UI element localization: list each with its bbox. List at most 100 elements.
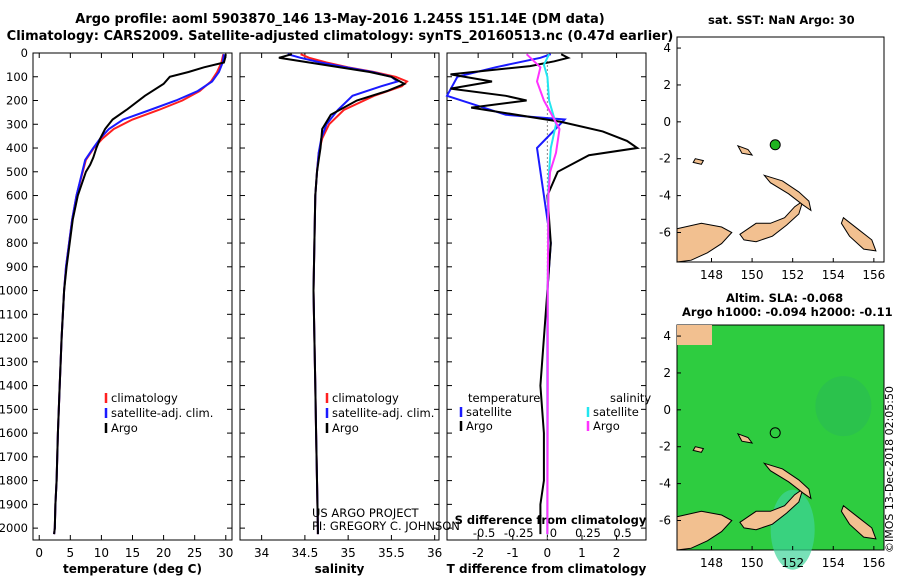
- altim-title-line-2: Argo h1000: -0.094 h2000: -0.11: [682, 305, 893, 319]
- difference-axis-label: T difference from climatology: [447, 562, 647, 576]
- depth-tick-label: 1200: [0, 331, 28, 345]
- depth-tick-label: 600: [6, 189, 28, 203]
- diff-legend-t-sat: satellite: [466, 405, 512, 419]
- depth-tick-label: 1300: [0, 355, 28, 369]
- title-line-2: Climatology: CARS2009. Satellite-adjuste…: [6, 29, 674, 44]
- sst-map-xtick-label: 154: [822, 268, 845, 282]
- sst-map-ytick-label: -4: [659, 189, 671, 203]
- salinity-series-argo: [278, 53, 407, 535]
- salinity-legend-item: satellite-adj. clim.: [332, 406, 434, 420]
- sla-map-ytick-label: 4: [663, 329, 671, 343]
- sst-map-ytick-label: 2: [663, 78, 671, 92]
- salinity-xtick-label: 35: [341, 546, 356, 560]
- salinity-legend-title: salinity: [610, 391, 651, 405]
- sla-map-corner-land: [677, 325, 712, 345]
- temperature-axis-label: temperature (deg C): [63, 562, 202, 576]
- sla-map-xtick-label: 150: [741, 556, 764, 570]
- sst-map-ytick-label: -6: [659, 225, 671, 239]
- salinity-diff-tick-label: -0.25: [504, 526, 534, 540]
- depth-tick-label: 1000: [0, 284, 28, 298]
- diff-legend-s-argo: Argo: [593, 419, 620, 433]
- pi-label: PI: GREGORY C. JOHNSON: [312, 519, 460, 533]
- sst-land: [736, 144, 754, 156]
- sst-map-xtick-label: 148: [700, 268, 723, 282]
- argo-location-marker: [769, 139, 781, 151]
- sla-map-xtick-label: 148: [700, 556, 723, 570]
- sla-land: [739, 487, 804, 531]
- salinity-legend-item: climatology: [332, 391, 399, 405]
- sla-land: [676, 510, 733, 551]
- temperature-legend-item: climatology: [111, 391, 178, 405]
- depth-tick-label: 1700: [0, 450, 28, 464]
- depth-tick-label: 900: [6, 260, 28, 274]
- depth-tick-label: 1100: [0, 307, 28, 321]
- salinity-axes-frame: [239, 52, 440, 541]
- temperature-xtick-label: 0: [35, 546, 43, 560]
- depth-tick-label: 400: [6, 141, 28, 155]
- sst-land: [739, 199, 804, 243]
- diff-legend-s-sat: satellite: [593, 405, 639, 419]
- salinity-legend-item: Argo: [332, 421, 359, 435]
- depth-tick-label: 500: [6, 165, 28, 179]
- depth-tick-label: 1600: [0, 426, 28, 440]
- salinity-xtick-label: 34.5: [292, 546, 319, 560]
- sla-land: [762, 462, 812, 500]
- diff-legend-t-argo: Argo: [466, 419, 493, 433]
- sst-map-ytick-label: -2: [659, 152, 671, 166]
- salinity-diff-tick-label: 0.5: [613, 526, 631, 540]
- difference-xtick-label: 2: [613, 546, 621, 560]
- sla-map-ytick-label: 0: [663, 403, 671, 417]
- difference-xtick-label: -2: [472, 546, 484, 560]
- depth-tick-label: 300: [6, 117, 28, 131]
- sla-anomaly-blob: [815, 376, 872, 437]
- salinity-diff-tick-label: 0.25: [575, 526, 601, 540]
- sla-map-ytick-label: -6: [659, 513, 671, 527]
- salinity-diff-axis-label: S difference from climatology: [455, 513, 647, 527]
- argo-location-marker: [769, 427, 781, 439]
- salinity-xtick-label: 36: [427, 546, 442, 560]
- depth-tick-label: 1400: [0, 379, 28, 393]
- sla-map-xtick-label: 154: [822, 556, 845, 570]
- temperature-xtick-label: 25: [187, 546, 202, 560]
- temperature-legend-title: temperature: [468, 391, 540, 405]
- difference-series-t-argo: [450, 53, 640, 535]
- temperature-legend-item: Argo: [111, 421, 138, 435]
- sst-land: [692, 158, 705, 165]
- altim-title-line-1: Altim. SLA: -0.068: [726, 291, 844, 305]
- sla-map-xtick-label: 156: [862, 556, 885, 570]
- sla-map-xtick-label: 152: [781, 556, 804, 570]
- depth-tick-label: 200: [6, 94, 28, 108]
- depth-tick-label: 700: [6, 212, 28, 226]
- temperature-xtick-label: 10: [94, 546, 109, 560]
- temperature-series-argo: [53, 54, 227, 535]
- salinity-diff-tick-label: 0: [550, 526, 557, 540]
- difference-xtick-label: -1: [507, 546, 519, 560]
- sst-land: [762, 174, 812, 212]
- depth-tick-label: 100: [6, 70, 28, 84]
- depth-tick-label: 0: [21, 46, 28, 60]
- salinity-xtick-label: 35.5: [378, 546, 405, 560]
- difference-xtick-label: 1: [578, 546, 586, 560]
- temperature-xtick-label: 20: [156, 546, 171, 560]
- sst-map-title: sat. SST: NaN Argo: 30: [708, 13, 855, 27]
- title-line-1: Argo profile: aoml 5903870_146 13-May-20…: [75, 12, 605, 27]
- temperature-xtick-label: 15: [125, 546, 140, 560]
- depth-tick-label: 1800: [0, 474, 28, 488]
- depth-tick-label: 800: [6, 236, 28, 250]
- sla-land: [692, 446, 705, 453]
- difference-xtick-label: 0: [544, 546, 552, 560]
- depth-tick-label: 2000: [0, 521, 28, 535]
- sla-map-ytick-label: -4: [659, 477, 671, 491]
- depth-tick-label: 1500: [0, 402, 28, 416]
- sst-map-ytick-label: 0: [663, 115, 671, 129]
- temperature-xtick-label: 5: [66, 546, 74, 560]
- sst-map-xtick-label: 156: [862, 268, 885, 282]
- sst-map-xtick-label: 152: [781, 268, 804, 282]
- project-label: US ARGO PROJECT: [312, 506, 420, 520]
- sla-land: [736, 432, 754, 444]
- sst-map-ytick-label: 4: [663, 41, 671, 55]
- sst-land: [676, 222, 733, 263]
- difference-series-s-argo: [525, 53, 561, 535]
- sla-map-ytick-label: -2: [659, 440, 671, 454]
- sla-map-ytick-label: 2: [663, 366, 671, 380]
